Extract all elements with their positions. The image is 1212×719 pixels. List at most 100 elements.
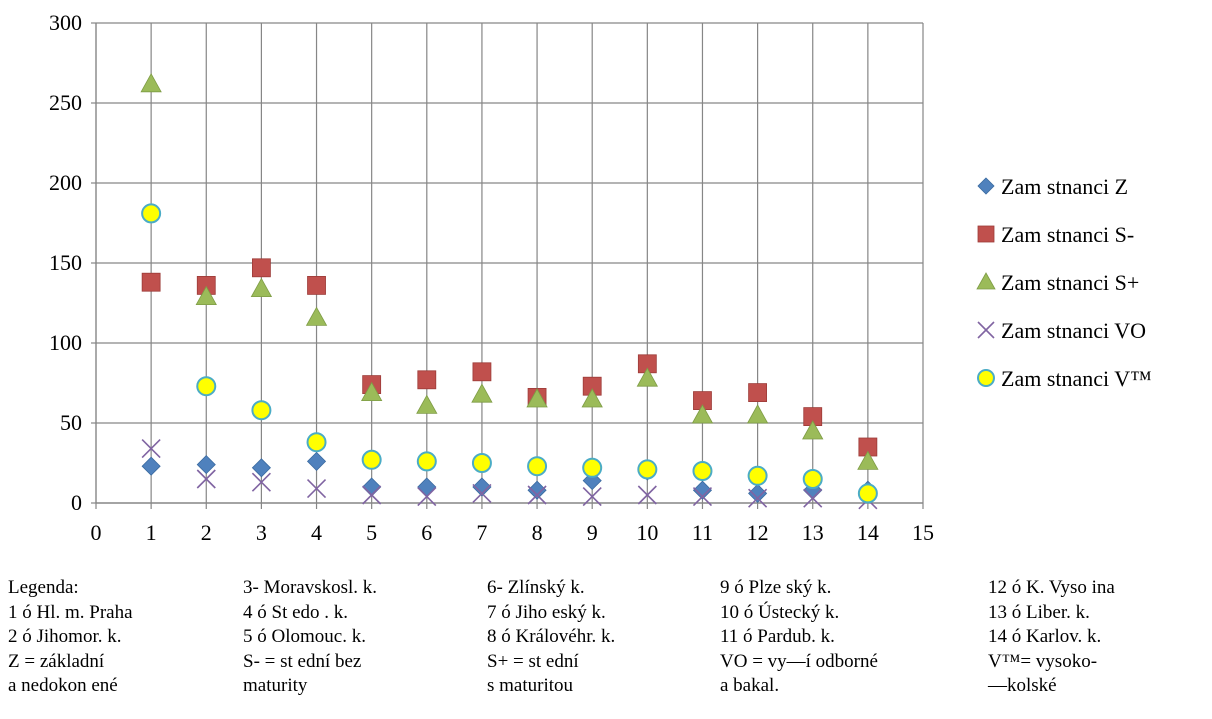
data-point [251,258,271,278]
data-point [582,457,603,478]
x-tick-label: 4 [311,520,322,545]
notes-column-3: 6- Zlínský k. 7 ó Jiho eský k. 8 ó Králo… [487,576,615,699]
x-tick-label: 15 [912,520,934,545]
data-point [636,367,659,387]
data-point [472,362,492,382]
data-point [306,432,327,453]
x-tick-label: 2 [201,520,212,545]
y-tick-label: 300 [49,10,82,35]
y-tick-label: 200 [49,170,82,195]
x-tick-label: 7 [476,520,487,545]
legend-item: Zam stnanci Z [977,174,1128,199]
x-tick-label: 12 [747,520,769,545]
note-line: 12 ó K. Vyso ina [988,577,1115,598]
data-point [196,376,217,397]
x-marker-stroke [977,321,995,339]
note-line: 14 ó Karlov. k. [988,626,1102,647]
x-marker-stroke [803,488,823,508]
data-point [748,483,768,503]
notes-column-5: 12 ó K. Vyso ina 13 ó Liber. k. 14 ó Kar… [988,576,1115,699]
data-point [692,480,713,500]
data-point [306,479,327,499]
note-line: V™= vysoko- [988,650,1098,672]
data-point [472,477,492,497]
data-point [141,272,161,292]
data-point [748,383,767,403]
data-point [637,485,657,505]
x-marker-stroke [527,485,547,505]
data-point [362,485,382,505]
x-tick-label: 9 [587,520,598,545]
data-point [803,488,823,508]
data-point [527,456,548,477]
data-point [691,404,714,424]
data-point [692,487,713,507]
data-point [360,381,383,402]
data-point [140,72,162,93]
x-tick-label: 10 [636,520,658,545]
legend-item: Zam stnanci V™ [977,366,1152,391]
data-point [362,477,382,497]
y-tick-label: 100 [49,330,82,355]
x-marker-stroke [417,487,437,507]
note-line: 2 ó Jihomor. k. [8,626,122,647]
x-marker-stroke [637,485,657,505]
note-line: —kolské [988,675,1057,696]
note-line: a bakal. [720,675,780,696]
series-1-points [141,258,878,457]
data-point [361,449,382,470]
x-marker-stroke [472,483,492,503]
x-marker-stroke [306,479,327,499]
data-point [857,450,879,470]
note-line: S+ = st ední [487,650,579,672]
data-point [305,306,328,326]
legend-label: Zam stnanci S- [1001,222,1134,247]
data-point [747,465,768,486]
legend-label: Zam stnanci S+ [1001,270,1139,295]
chart-legend: Zam stnanci Z Zam stnanci S- Zam stnanci S… [976,174,1152,391]
notes-column-4: 9 ó Plze ský k. 10 ó Ústecký k. 11 ó Par… [720,576,878,699]
data-point [251,400,272,421]
x-marker-stroke [692,487,713,507]
notes-column-1: Legenda: 1 ó Hl. m. Praha 2 ó Jihomor. k… [8,576,133,699]
chart-axes [91,22,924,509]
legend-marker [976,272,996,290]
note-line: 7 ó Jiho eský k. [487,601,606,623]
data-point [416,394,438,414]
x-tick-label: 14 [857,520,879,545]
y-tick-label: 250 [49,90,82,115]
note-line: 11 ó Pardub. k. [720,626,835,647]
chart-marks [140,72,879,510]
data-point [195,285,217,306]
chart-grid [96,22,924,503]
data-point [748,488,768,508]
note-line: 4 ó St edo . k. [243,601,349,623]
note-line: S- = st ední bez [243,650,362,672]
data-point [417,370,437,390]
data-point [637,459,658,480]
data-point [416,451,437,472]
data-point [582,487,602,507]
data-point [251,458,271,478]
data-point [802,469,823,489]
note-line: 8 ó Královéhr. k. [487,626,616,647]
data-point [417,477,437,497]
data-point [581,388,603,408]
note-line: 5 ó Olomouc. k. [243,626,366,647]
data-point [857,483,878,504]
data-point [417,487,437,507]
x-marker-stroke [141,439,161,459]
note-line: VO = vy—í odborné [720,650,878,672]
legend-marker [977,369,995,387]
legend-marker [977,321,995,339]
legend-item: Zam stnanci VO [977,318,1146,343]
series-2-points [140,72,879,470]
data-point [196,469,216,489]
note-line: 13 ó Liber. k. [988,601,1090,623]
y-tick-label: 150 [49,250,82,275]
data-point [692,461,713,481]
data-point [527,485,547,505]
data-point [746,404,769,424]
data-point [526,388,548,408]
